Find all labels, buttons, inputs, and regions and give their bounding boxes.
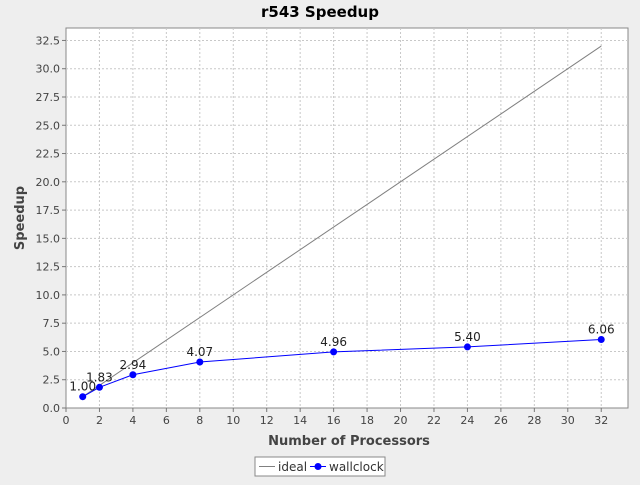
data-label-wallclock: 1.00 <box>69 380 96 394</box>
y-tick-label: 2.5 <box>43 374 61 387</box>
y-tick-label: 30.0 <box>36 63 61 76</box>
x-tick-label: 12 <box>260 414 274 427</box>
y-tick-label: 10.0 <box>36 289 61 302</box>
legend-ideal-label: ideal <box>278 460 307 474</box>
series-layer: 1.001.83 2.94 4.07 4.96 5.40 6.06 <box>69 45 615 401</box>
x-tick-label: 2 <box>96 414 103 427</box>
legend: ideal wallclock <box>254 456 386 477</box>
y-tick-label: 0.0 <box>43 402 61 415</box>
data-point-wallclock <box>463 343 471 351</box>
series-line-ideal <box>82 45 602 398</box>
y-tick-label: 17.5 <box>36 204 61 217</box>
y-tick-label: 20.0 <box>36 176 61 189</box>
x-tick-label: 0 <box>63 414 70 427</box>
data-label-wallclock: 6.06 <box>588 322 615 336</box>
x-tick-label: 10 <box>226 414 240 427</box>
x-tick-label: 28 <box>527 414 541 427</box>
data-label-wallclock: 5.40 <box>454 330 481 344</box>
x-axis-ticks: 0 2 4 6 8 10 12 14 16 18 20 22 24 26 28 30 32 <box>63 408 608 427</box>
x-tick-label: 16 <box>327 414 341 427</box>
y-tick-label: 27.5 <box>36 91 61 104</box>
y-tick-label: 32.5 <box>36 34 61 47</box>
x-tick-label: 26 <box>494 414 508 427</box>
data-point-wallclock <box>79 393 87 401</box>
data-point-wallclock <box>330 348 338 356</box>
data-point-wallclock <box>95 383 103 391</box>
x-tick-label: 30 <box>561 414 575 427</box>
grid-lines <box>66 28 628 408</box>
data-label-wallclock: 4.96 <box>320 335 347 349</box>
x-tick-label: 24 <box>460 414 474 427</box>
y-axis-label: Speedup <box>13 186 28 250</box>
x-tick-label: 14 <box>293 414 307 427</box>
x-tick-label: 18 <box>360 414 374 427</box>
x-axis-label: Number of Processors <box>268 434 430 449</box>
data-point-wallclock <box>597 335 605 343</box>
data-point-wallclock <box>196 358 204 366</box>
y-tick-label: 7.5 <box>43 317 61 330</box>
y-tick-label: 12.5 <box>36 261 61 274</box>
x-tick-label: 22 <box>427 414 441 427</box>
legend-wallclock-label: wallclock <box>329 460 384 474</box>
y-tick-label: 22.5 <box>36 148 61 161</box>
x-tick-label: 8 <box>196 414 203 427</box>
y-tick-label: 15.0 <box>36 232 61 245</box>
data-label-wallclock: 1.83 <box>86 370 113 384</box>
legend-wallclock-marker <box>314 463 322 470</box>
x-tick-label: 32 <box>594 414 608 427</box>
data-label-wallclock: 2.94 <box>120 358 147 372</box>
x-tick-label: 6 <box>163 414 170 427</box>
data-point-wallclock <box>129 371 137 379</box>
y-tick-label: 5.0 <box>43 345 61 358</box>
chart-title: r543 Speedup <box>261 3 379 21</box>
y-tick-label: 25.0 <box>36 119 61 132</box>
y-axis-ticks: 0.0 2.5 5.0 7.5 10.0 12.5 15.0 17.5 20.0 22.5 25.0… <box>36 34 66 415</box>
data-label-wallclock: 4.07 <box>186 345 213 359</box>
x-tick-label: 4 <box>129 414 136 427</box>
x-tick-label: 20 <box>394 414 408 427</box>
